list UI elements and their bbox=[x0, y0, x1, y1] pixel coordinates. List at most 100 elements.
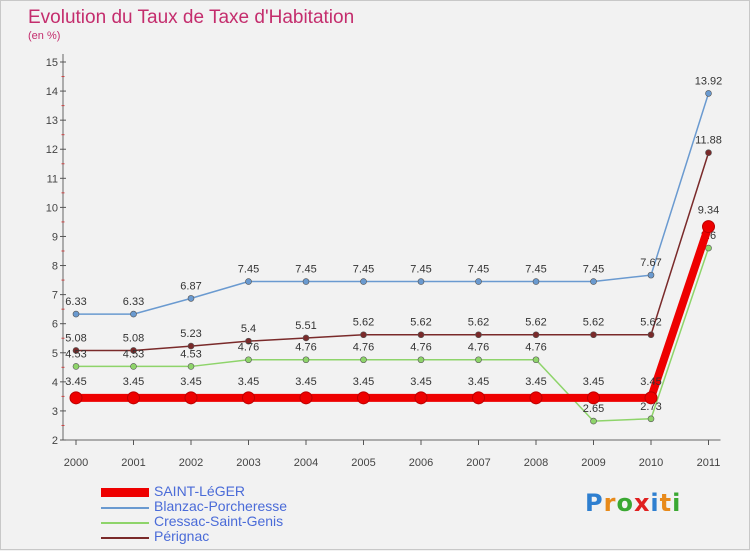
x-tick-label: 2007 bbox=[466, 457, 490, 469]
x-tick-label: 2008 bbox=[524, 457, 548, 469]
data-point bbox=[130, 363, 137, 370]
data-point bbox=[417, 331, 425, 339]
x-tick-label: 2004 bbox=[294, 457, 318, 469]
data-label: 4.76 bbox=[410, 342, 431, 354]
x-tick-label: 2006 bbox=[409, 457, 433, 469]
legend-label: Pérignac bbox=[154, 528, 210, 544]
data-label: 5.08 bbox=[65, 332, 86, 344]
data-point bbox=[245, 337, 252, 345]
data-label: 5.62 bbox=[525, 317, 546, 329]
data-point bbox=[184, 391, 198, 405]
data-point bbox=[705, 244, 712, 252]
data-point bbox=[130, 347, 137, 354]
series-cressac-saint-genis: 4.53 4.53 4.53 4.76 4.76 4.76 4.76 4.76 4.76 2.65… bbox=[65, 230, 716, 425]
data-point bbox=[529, 391, 543, 405]
data-label: 7.45 bbox=[583, 264, 604, 276]
data-point bbox=[702, 220, 715, 234]
data-point bbox=[72, 363, 80, 370]
legend-item: SAINT-LéGER bbox=[101, 483, 361, 500]
data-point bbox=[590, 278, 597, 285]
data-point bbox=[587, 391, 600, 405]
x-tick-label: 2001 bbox=[121, 457, 145, 469]
data-label: 6.87 bbox=[180, 280, 201, 292]
data-label: 3.45 bbox=[238, 376, 259, 388]
data-label: 2.73 bbox=[640, 401, 661, 413]
data-point bbox=[72, 347, 80, 354]
data-label: 4.76 bbox=[238, 342, 259, 354]
data-point bbox=[647, 331, 655, 339]
data-point bbox=[705, 90, 712, 97]
legend-swatch bbox=[101, 507, 149, 509]
data-label: 4.76 bbox=[353, 342, 374, 354]
data-label: 3.45 bbox=[583, 376, 604, 388]
data-label: 5.51 bbox=[295, 320, 316, 332]
data-label: 7.45 bbox=[525, 264, 546, 276]
data-point bbox=[590, 417, 597, 425]
data-label: 3.45 bbox=[180, 376, 201, 388]
data-point bbox=[472, 391, 485, 405]
x-tick-label: 2010 bbox=[639, 457, 663, 469]
data-point bbox=[705, 149, 712, 157]
data-label: 3.45 bbox=[353, 376, 374, 388]
legend-label: Blanzac-Porcheresse bbox=[154, 498, 288, 514]
y-tick-label: 15 bbox=[46, 57, 58, 69]
data-point bbox=[187, 342, 195, 350]
data-point bbox=[417, 278, 425, 285]
logo-letter: P bbox=[585, 489, 604, 517]
data-label: 5.08 bbox=[123, 332, 144, 344]
y-tick-label: 11 bbox=[47, 173, 58, 185]
data-point bbox=[532, 356, 540, 364]
logo-letter: i bbox=[650, 489, 660, 517]
y-tick-label: 3 bbox=[52, 406, 58, 418]
data-label: 4.76 bbox=[468, 342, 489, 354]
data-label: 3.45 bbox=[123, 376, 144, 388]
series-line bbox=[76, 225, 713, 402]
data-point bbox=[644, 391, 658, 405]
x-tick-label: 2011 bbox=[697, 457, 721, 469]
data-label: 4.76 bbox=[525, 342, 546, 354]
data-point bbox=[302, 334, 310, 342]
y-tick-label: 6 bbox=[52, 319, 58, 331]
data-label: 7.45 bbox=[295, 264, 316, 276]
data-label: 3.45 bbox=[525, 376, 546, 388]
data-point bbox=[475, 278, 482, 285]
series-saint-l-ger: 3.45 3.45 3.45 3.45 3.45 3.45 3.45 3.45 3.45 3.45… bbox=[65, 205, 719, 405]
proxiti-logo: Proxiti bbox=[585, 489, 681, 517]
data-label: 11.88 bbox=[695, 135, 722, 147]
data-point bbox=[532, 278, 540, 285]
data-label: 13.92 bbox=[695, 75, 723, 87]
data-point bbox=[130, 310, 137, 318]
data-point bbox=[357, 391, 370, 405]
data-label: 5.62 bbox=[583, 317, 604, 329]
data-point bbox=[475, 356, 482, 364]
data-point bbox=[245, 278, 252, 285]
data-label: 4.53 bbox=[65, 348, 86, 360]
data-label: 5.62 bbox=[353, 317, 374, 329]
y-tick-label: 12 bbox=[46, 144, 58, 156]
data-label: 6.33 bbox=[123, 296, 144, 308]
data-label: 6.33 bbox=[65, 296, 86, 308]
legend-swatch bbox=[101, 488, 149, 497]
series-line bbox=[76, 247, 710, 422]
data-point bbox=[360, 331, 367, 339]
data-label: 2.65 bbox=[583, 403, 604, 415]
data-point bbox=[475, 331, 482, 339]
data-point bbox=[299, 391, 313, 405]
legend-item: Blanzac-Porcheresse bbox=[101, 498, 361, 515]
data-label: 3.45 bbox=[410, 376, 431, 388]
data-label: 3.45 bbox=[295, 376, 316, 388]
logo-letter: t bbox=[659, 489, 673, 517]
x-tick-label: 2005 bbox=[351, 457, 375, 469]
legend-label: Cressac-Saint-Genis bbox=[154, 513, 284, 529]
data-point bbox=[414, 391, 428, 405]
data-point bbox=[245, 356, 252, 364]
data-point bbox=[187, 363, 195, 370]
x-tick-label: 2009 bbox=[581, 457, 605, 469]
data-label: 7.45 bbox=[353, 264, 374, 276]
data-point bbox=[242, 391, 255, 405]
x-tick-label: 2000 bbox=[64, 457, 88, 469]
legend-item: Pérignac bbox=[101, 528, 361, 545]
y-tick-label: 13 bbox=[46, 115, 58, 127]
